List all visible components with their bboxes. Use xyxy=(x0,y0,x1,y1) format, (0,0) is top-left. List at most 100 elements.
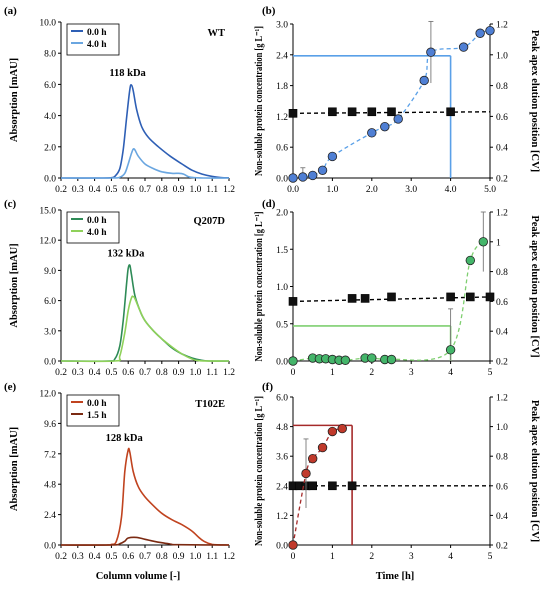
right-y-tick-label: 0.4 xyxy=(496,512,508,522)
panel-f: 0 1 2 3 4 5 0.0 1.2 2.4 3.6 4.8 6.0 0.2 0.4 0.6 0.8 1.0 1… xyxy=(254,381,540,562)
concentration-marker xyxy=(288,356,298,366)
right-y-tick-label: 0.6 xyxy=(496,298,508,308)
x-tick-label: 5 xyxy=(488,368,493,378)
concentration-marker xyxy=(327,426,338,437)
series-line-1-5-h xyxy=(60,536,230,546)
left-y-tick-label: 0.0 xyxy=(276,175,288,185)
x-tick-label: 0.5 xyxy=(105,185,117,195)
concentration-marker xyxy=(478,237,489,247)
x-tick-label: 1 xyxy=(330,368,335,378)
peak-apex-marker xyxy=(465,292,475,302)
x-tick-label: 0.4 xyxy=(89,185,101,195)
left-y-tick-label: 2.4 xyxy=(276,51,288,61)
right-y-tick-label: 0.4 xyxy=(496,328,508,338)
x-tick-label: 1.1 xyxy=(206,185,218,195)
x-tick-label: 0.3 xyxy=(72,552,84,562)
y-tick-label: 2.0 xyxy=(44,143,56,153)
concentration-marker xyxy=(301,468,311,479)
right-y-tick-label: 0.2 xyxy=(496,542,508,552)
x-tick-label: 0.3 xyxy=(72,368,84,378)
right-y-axis-title: Peak apex elution position [CV] xyxy=(529,30,540,172)
panel-e: 0.2 0.3 0.4 0.5 0.6 0.7 0.8 0.9 1.0 1.1 1.2 0.0 2.4 4… xyxy=(4,381,235,562)
peak-apex-marker xyxy=(367,107,377,117)
x-tick-label: 1.0 xyxy=(326,185,338,195)
panel-label: (e) xyxy=(4,381,17,393)
y-tick-label: 4.8 xyxy=(44,481,56,491)
left-y-tick-label: 0.6 xyxy=(276,144,288,154)
peak-apex-marker xyxy=(347,294,357,303)
left-y-tick-label: 1.0 xyxy=(276,283,288,293)
x-tick-label: 0.5 xyxy=(105,552,117,562)
series-line-0-0-h xyxy=(60,447,230,546)
x-axis-title-time: Time [h] xyxy=(376,571,415,582)
concentration-marker xyxy=(308,453,318,464)
x-tick-label: 0 xyxy=(291,552,296,562)
legend-box xyxy=(66,394,120,427)
right-y-tick-label: 0.6 xyxy=(496,113,508,123)
right-y-tick-label: 0.2 xyxy=(496,175,508,185)
peak-apex-marker xyxy=(308,481,318,491)
panel-b: 0.0 1.0 2.0 3.0 4.0 5.0 0.0 0.6 1.2 1.8 2.4 3.0 0.2 0… xyxy=(254,5,540,195)
panel-label: (d) xyxy=(262,198,276,210)
concentration-marker xyxy=(475,28,485,38)
right-y-tick-label: 0.8 xyxy=(496,453,508,463)
right-y-tick-label: 0.8 xyxy=(496,268,508,278)
y-tick-label: 3.0 xyxy=(44,327,56,337)
x-tick-label: 5.0 xyxy=(484,185,496,195)
peak-apex-marker xyxy=(360,294,370,303)
x-tick-label: 0.8 xyxy=(156,552,168,562)
x-tick-label: 0.8 xyxy=(156,368,168,378)
peak-apex-marker xyxy=(288,297,298,306)
concentration-marker xyxy=(393,114,403,124)
y-tick-label: 4.0 xyxy=(44,112,56,122)
x-tick-label: 0.7 xyxy=(139,552,151,562)
panel-a: 0.2 0.3 0.4 0.5 0.6 0.7 0.8 0.9 1.0 1.1 1.2 0.0 2.0 4… xyxy=(4,5,235,195)
x-tick-label: 0.9 xyxy=(173,552,185,562)
y-axis-title: Absorption [mAU] xyxy=(9,243,20,327)
peak-apex-marker xyxy=(328,481,337,491)
concentration-marker xyxy=(458,42,469,52)
right-y-tick-label: 1.0 xyxy=(496,423,508,433)
series-line-4-0-h xyxy=(60,148,230,179)
x-tick-label: 0.8 xyxy=(156,185,168,195)
x-tick-label: 0.4 xyxy=(89,552,101,562)
x-tick-label: 0.2 xyxy=(55,552,67,562)
concentration-marker xyxy=(288,173,298,183)
left-y-tick-label: 1.2 xyxy=(276,512,288,522)
right-y-tick-label: 0.8 xyxy=(496,82,508,92)
concentration-marker xyxy=(298,172,308,182)
peak-apex-marker xyxy=(387,292,396,302)
legend-label: 0.0 h xyxy=(87,216,107,226)
peak-apex-marker xyxy=(347,107,357,117)
concentration-marker xyxy=(317,442,328,453)
x-tick-label: 0.2 xyxy=(55,185,67,195)
peak-annotation: 118 kDa xyxy=(109,68,146,79)
y-tick-label: 10.0 xyxy=(39,19,56,29)
panel-label: (c) xyxy=(4,198,17,210)
left-y-tick-label: 3.0 xyxy=(276,21,288,31)
x-tick-label: 1.0 xyxy=(189,368,201,378)
peak-annotation: 128 kDa xyxy=(106,433,144,444)
legend-label: 1.5 h xyxy=(87,411,107,421)
left-y-tick-label: 1.2 xyxy=(276,113,288,123)
left-y-tick-label: 0.5 xyxy=(276,320,288,330)
left-y-tick-label: 3.6 xyxy=(276,453,288,463)
concentration-marker xyxy=(386,354,397,365)
x-tick-label: 1 xyxy=(330,552,335,562)
right-y-axis-title: Peak apex elution position [CV] xyxy=(529,400,540,542)
concentration-marker xyxy=(317,165,328,176)
x-tick-label: 5 xyxy=(488,552,493,562)
concentration-marker xyxy=(308,170,318,181)
concentration-marker xyxy=(465,255,476,266)
right-y-tick-label: 1.2 xyxy=(496,21,508,31)
y-axis-title: Absorption [mAU] xyxy=(9,427,20,511)
x-tick-label: 4.0 xyxy=(445,185,457,195)
x-tick-label: 0.6 xyxy=(122,185,134,195)
peak-apex-marker xyxy=(387,107,396,117)
y-tick-label: 12.0 xyxy=(39,390,56,400)
y-tick-label: 12.0 xyxy=(39,237,56,247)
peak-apex-marker xyxy=(446,292,455,302)
x-tick-label: 0.7 xyxy=(139,368,151,378)
x-tick-label: 0.6 xyxy=(122,368,134,378)
